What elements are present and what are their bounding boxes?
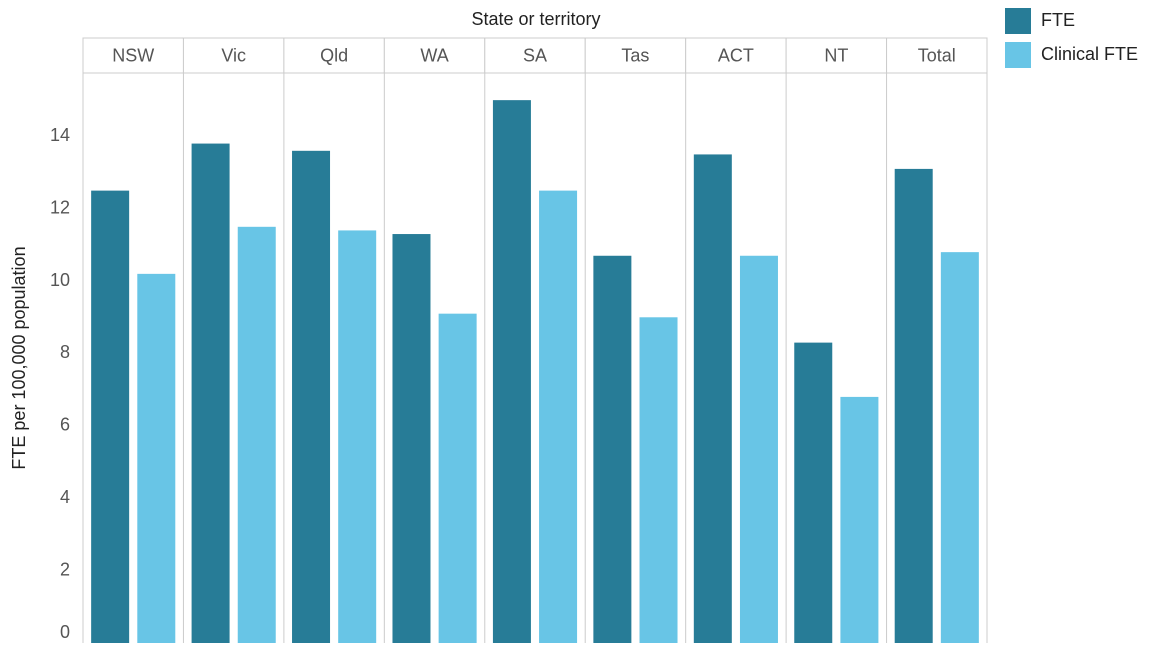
legend-label: FTE — [1041, 10, 1075, 30]
facet-label: NT — [824, 45, 848, 65]
bar — [338, 230, 377, 643]
facet-title: State or territory — [471, 9, 600, 29]
facet-label: Qld — [320, 45, 348, 65]
y-axis-label: FTE per 100,000 population — [9, 246, 29, 469]
facet-label: ACT — [718, 45, 754, 65]
legend-swatch — [1005, 8, 1031, 34]
facet-strip — [685, 37, 787, 74]
legend-label: Clinical FTE — [1041, 44, 1138, 64]
bar — [593, 255, 632, 643]
facet-label: SA — [523, 45, 547, 65]
bar — [492, 100, 531, 643]
bar — [693, 154, 732, 643]
bar — [794, 342, 833, 643]
y-tick-label: 6 — [60, 415, 70, 435]
bar — [739, 255, 778, 643]
bar — [191, 143, 230, 644]
bar — [894, 168, 933, 643]
facet-label: Vic — [221, 45, 246, 65]
y-tick-label: 8 — [60, 342, 70, 362]
bar — [438, 313, 477, 643]
facet-strip — [283, 37, 385, 74]
facet-strip — [82, 37, 184, 74]
facet-label: WA — [420, 45, 448, 65]
facet-strip — [182, 37, 285, 74]
bar — [91, 190, 130, 643]
y-tick-label: 4 — [60, 487, 70, 507]
y-tick-label: 0 — [60, 622, 70, 642]
y-tick-label: 12 — [50, 197, 70, 217]
facet-strip — [383, 37, 486, 74]
y-tick-label: 2 — [60, 559, 70, 579]
bar — [137, 273, 176, 643]
bar — [292, 150, 331, 644]
y-tick-label: 14 — [50, 125, 70, 145]
facet-strip — [484, 37, 586, 74]
facet-strip — [886, 37, 988, 74]
bar — [539, 190, 578, 643]
bar — [840, 396, 879, 643]
facet-label: Tas — [621, 45, 649, 65]
bar — [639, 317, 678, 643]
bar — [940, 252, 979, 643]
bar — [237, 226, 276, 644]
facet-label: NSW — [112, 45, 154, 65]
facet-label: Total — [918, 45, 956, 65]
y-tick-label: 10 — [50, 270, 70, 290]
legend-swatch — [1005, 42, 1031, 68]
bar — [392, 234, 431, 644]
